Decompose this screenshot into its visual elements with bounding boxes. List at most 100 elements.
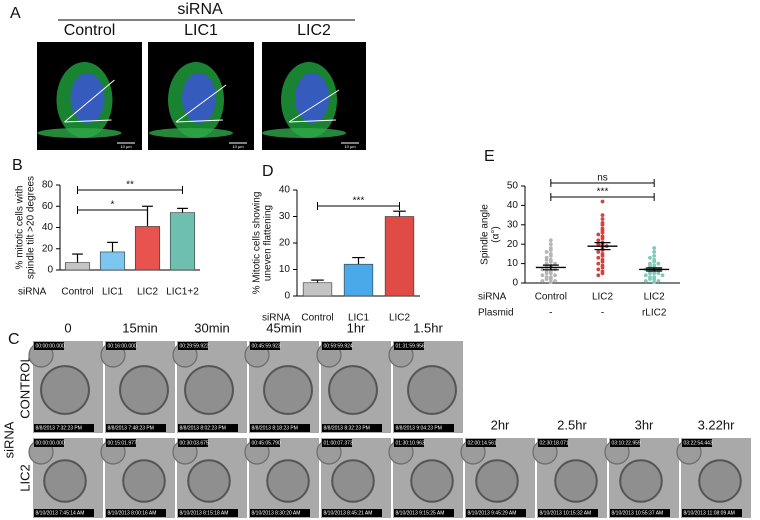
data-point (596, 232, 601, 237)
frame-date: 8/10/2013 7:45:14 AM (36, 511, 85, 517)
stamp-bg (250, 439, 280, 447)
data-point (548, 248, 553, 252)
data-point (596, 250, 601, 254)
frame-date: 8/8/2013 7:32:23 PM (36, 426, 82, 432)
y-tick-label: 50 (507, 181, 519, 192)
cell (119, 365, 169, 415)
group-label: siRNA (1, 421, 16, 458)
frame-timestamp: 00:59:59.924 (324, 344, 353, 350)
bar (99, 251, 126, 271)
stamp-bg (34, 439, 64, 447)
data-point (652, 271, 657, 276)
stamp-bg (394, 424, 454, 432)
data-point (600, 265, 605, 270)
time-label: 30min (194, 320, 229, 335)
frame-timestamp: 00:15:01.977 (108, 441, 137, 447)
data-point (656, 279, 661, 283)
data-point (600, 259, 605, 264)
frame-timestamp: 00:00:00.000 (36, 441, 65, 447)
cell (475, 459, 519, 503)
time-label: 2hr (491, 417, 510, 432)
stamp-bg (178, 424, 238, 432)
frame-date: 8/8/2013 8:02:23 PM (180, 426, 226, 432)
stamp-bg (394, 439, 424, 447)
y-tick-label: 10 (507, 258, 519, 269)
frame-timestamp: 01:30:10.963 (396, 441, 425, 447)
data-point (540, 279, 545, 283)
reference-line (175, 119, 224, 123)
x-tick-label: LIC2 (137, 287, 159, 298)
y-tick-label: 80 (42, 180, 54, 191)
row-label: CONTROL (17, 355, 32, 419)
frame-timestamp: 02:00:14.561 (468, 441, 497, 447)
bar (64, 262, 91, 271)
frame-timestamp: 00:45:05.790 (252, 441, 281, 447)
cell (331, 459, 375, 503)
reference-line (64, 119, 112, 123)
data-point (648, 255, 652, 260)
reference-line (288, 119, 337, 123)
frame-date: 8/10/2013 8:30:20 AM (252, 511, 301, 517)
y-axis-label: Spindle angle (480, 204, 491, 265)
data-point (548, 271, 553, 276)
time-label: 45min (266, 320, 301, 335)
cell (184, 365, 234, 415)
data-point (600, 236, 605, 241)
row-label: Plasmid (478, 308, 514, 319)
panel-letter: A (10, 5, 21, 22)
data-point (652, 253, 657, 258)
frame-date: 8/10/2013 11:08:09 AM (684, 511, 735, 517)
cell-blue (295, 73, 329, 123)
y-tick-label: 40 (42, 222, 54, 233)
row-label: siRNA (262, 313, 291, 324)
stamp-bg (250, 342, 280, 350)
cell (554, 459, 598, 503)
x-tick-label: LIC1 (348, 313, 370, 324)
frame-timestamp: 01:00:07.373 (324, 441, 353, 447)
significance-label: *** (353, 196, 365, 207)
y-tick-label: 0 (47, 265, 53, 276)
data-point (553, 261, 557, 266)
cell (698, 459, 742, 503)
stamp-bg (34, 342, 64, 350)
x-tick-label: Control (535, 292, 567, 303)
data-point (544, 271, 549, 276)
time-label: 2.5hr (557, 417, 587, 432)
frame-date: 8/8/2013 9:04:23 PM (396, 426, 442, 432)
data-point (600, 253, 605, 258)
spindle-line (288, 89, 340, 123)
frame-timestamp: 00:16:00.000 (108, 344, 137, 350)
data-point (600, 271, 605, 276)
panel-letter: C (8, 331, 20, 348)
stamp-bg (466, 509, 526, 517)
cell (619, 459, 663, 503)
panel-letter: D (262, 163, 274, 180)
condition-label: LIC2 (297, 22, 331, 39)
stamp-bg (250, 424, 310, 432)
y-tick-label: 60 (42, 201, 54, 212)
stamp-bg (466, 439, 496, 447)
stamp-bg (106, 342, 136, 350)
data-point (553, 279, 557, 283)
x-tick-label: Control (61, 287, 93, 298)
y-axis-label: (α°) (491, 226, 502, 242)
data-point (656, 261, 661, 266)
data-point (656, 271, 661, 276)
data-point (544, 250, 549, 254)
significance-label: ns (597, 173, 608, 184)
stamp-bg (538, 439, 568, 447)
x-tick-label: LIC2 (644, 292, 666, 303)
y-tick-label: 30 (279, 211, 291, 222)
stamp-bg (34, 424, 94, 432)
frame-date: 8/10/2013 10:15:32 AM (540, 511, 592, 517)
stamp-bg (322, 509, 382, 517)
cell (407, 365, 457, 415)
second-row-label: - (601, 308, 604, 319)
y-tick-label: 40 (507, 200, 519, 211)
time-label: 3hr (635, 417, 654, 432)
panel-letter: E (484, 148, 495, 165)
bar (343, 263, 374, 297)
y-tick-label: 40 (279, 185, 291, 196)
